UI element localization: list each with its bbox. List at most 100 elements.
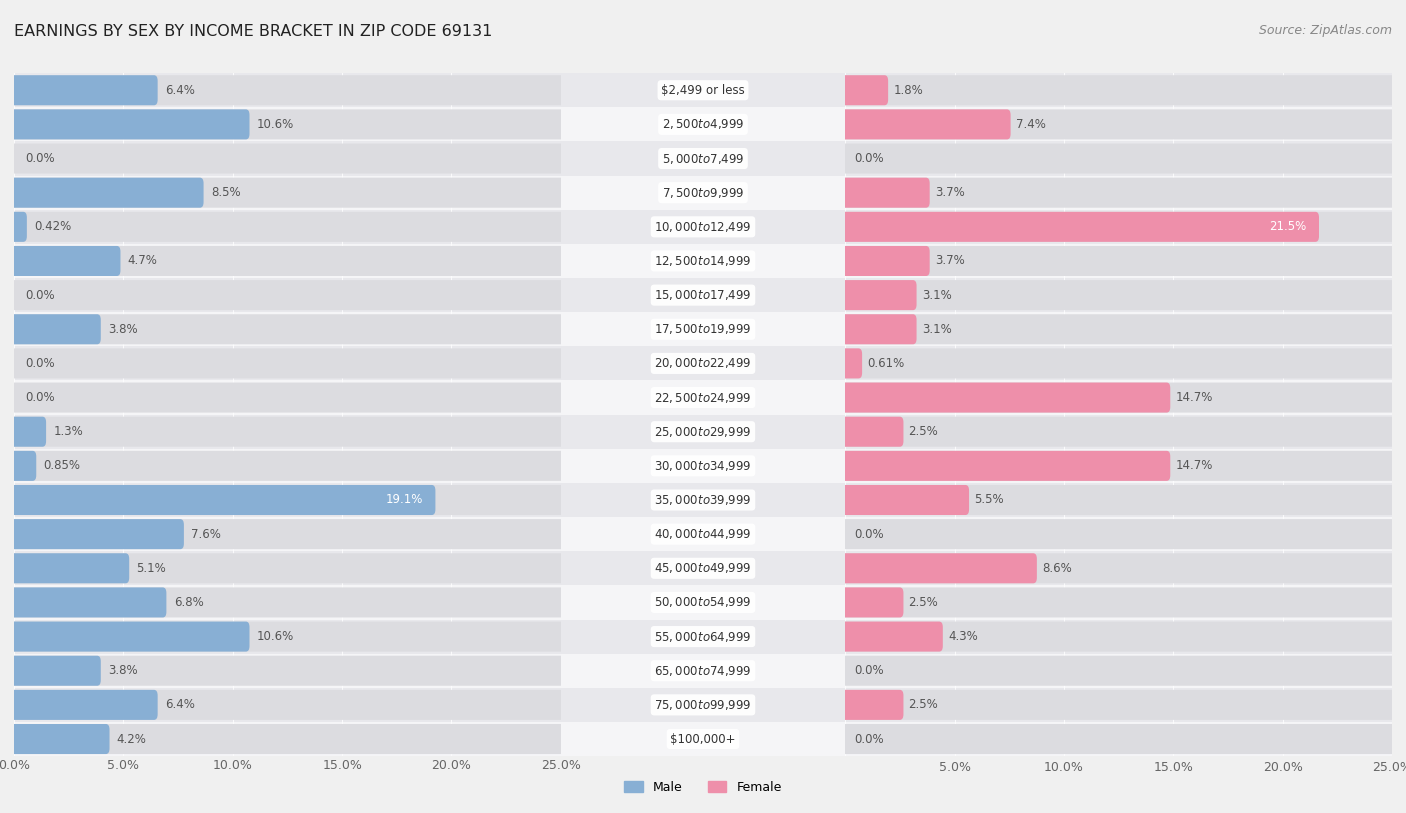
Bar <box>14 107 561 141</box>
Bar <box>561 415 845 449</box>
FancyBboxPatch shape <box>10 622 564 651</box>
Bar <box>14 551 561 585</box>
FancyBboxPatch shape <box>10 280 564 310</box>
FancyBboxPatch shape <box>10 178 204 207</box>
Text: $25,000 to $29,999: $25,000 to $29,999 <box>654 424 752 439</box>
Bar <box>845 380 1392 415</box>
Bar <box>845 176 1392 210</box>
Text: $45,000 to $49,999: $45,000 to $49,999 <box>654 561 752 576</box>
FancyBboxPatch shape <box>10 690 157 720</box>
Bar <box>14 517 561 551</box>
Bar <box>561 688 845 722</box>
FancyBboxPatch shape <box>842 690 904 720</box>
Bar <box>561 107 845 141</box>
FancyBboxPatch shape <box>10 417 564 446</box>
Bar <box>845 312 1392 346</box>
Text: 5.5%: 5.5% <box>974 493 1004 506</box>
Bar <box>14 73 561 107</box>
Text: $30,000 to $34,999: $30,000 to $34,999 <box>654 459 752 473</box>
Bar <box>845 722 1392 756</box>
Text: 4.3%: 4.3% <box>948 630 977 643</box>
FancyBboxPatch shape <box>10 212 27 241</box>
Text: 0.0%: 0.0% <box>853 733 883 746</box>
Bar <box>14 722 561 756</box>
Bar <box>845 73 1392 107</box>
Text: $20,000 to $22,499: $20,000 to $22,499 <box>654 356 752 371</box>
Bar <box>14 278 561 312</box>
FancyBboxPatch shape <box>842 656 1396 685</box>
Bar <box>845 585 1392 620</box>
FancyBboxPatch shape <box>842 144 1396 173</box>
Bar <box>845 688 1392 722</box>
Bar <box>561 449 845 483</box>
FancyBboxPatch shape <box>842 349 862 378</box>
Text: $2,499 or less: $2,499 or less <box>661 84 745 97</box>
FancyBboxPatch shape <box>10 588 166 617</box>
FancyBboxPatch shape <box>10 76 157 105</box>
Text: 2.5%: 2.5% <box>908 698 938 711</box>
FancyBboxPatch shape <box>10 212 564 241</box>
FancyBboxPatch shape <box>842 588 1396 617</box>
FancyBboxPatch shape <box>10 520 564 549</box>
Text: $75,000 to $99,999: $75,000 to $99,999 <box>654 698 752 712</box>
FancyBboxPatch shape <box>10 110 564 139</box>
Text: 8.6%: 8.6% <box>1042 562 1071 575</box>
FancyBboxPatch shape <box>10 554 129 583</box>
FancyBboxPatch shape <box>842 383 1170 412</box>
Text: 0.42%: 0.42% <box>34 220 72 233</box>
FancyBboxPatch shape <box>10 246 121 276</box>
FancyBboxPatch shape <box>10 656 564 685</box>
Bar <box>845 346 1392 380</box>
Text: 6.4%: 6.4% <box>165 698 195 711</box>
FancyBboxPatch shape <box>842 349 1396 378</box>
FancyBboxPatch shape <box>842 554 1396 583</box>
Text: $12,500 to $14,999: $12,500 to $14,999 <box>654 254 752 268</box>
Bar <box>561 654 845 688</box>
FancyBboxPatch shape <box>842 315 917 344</box>
Bar <box>561 210 845 244</box>
FancyBboxPatch shape <box>842 451 1396 480</box>
FancyBboxPatch shape <box>842 485 969 515</box>
Text: 0.0%: 0.0% <box>25 391 55 404</box>
FancyBboxPatch shape <box>842 622 943 651</box>
Text: $15,000 to $17,499: $15,000 to $17,499 <box>654 288 752 302</box>
Bar <box>14 312 561 346</box>
FancyBboxPatch shape <box>842 178 1396 207</box>
FancyBboxPatch shape <box>10 349 564 378</box>
Bar <box>14 483 561 517</box>
Bar <box>845 210 1392 244</box>
Bar <box>14 654 561 688</box>
FancyBboxPatch shape <box>842 417 1396 446</box>
FancyBboxPatch shape <box>10 144 564 173</box>
Bar <box>845 449 1392 483</box>
Text: 8.5%: 8.5% <box>211 186 240 199</box>
Text: 4.2%: 4.2% <box>117 733 146 746</box>
FancyBboxPatch shape <box>842 76 1396 105</box>
Text: 0.0%: 0.0% <box>853 528 883 541</box>
FancyBboxPatch shape <box>10 315 101 344</box>
Text: 3.1%: 3.1% <box>922 323 952 336</box>
Bar <box>14 449 561 483</box>
Text: 2.5%: 2.5% <box>908 425 938 438</box>
Bar <box>845 244 1392 278</box>
Bar <box>14 620 561 654</box>
Bar <box>14 380 561 415</box>
FancyBboxPatch shape <box>842 724 1396 754</box>
Legend: Male, Female: Male, Female <box>619 776 787 798</box>
Bar <box>561 278 845 312</box>
Text: $40,000 to $44,999: $40,000 to $44,999 <box>654 527 752 541</box>
Bar <box>14 176 561 210</box>
Text: $55,000 to $64,999: $55,000 to $64,999 <box>654 629 752 644</box>
FancyBboxPatch shape <box>10 451 564 480</box>
FancyBboxPatch shape <box>842 622 1396 651</box>
Text: $5,000 to $7,499: $5,000 to $7,499 <box>662 151 744 166</box>
Bar <box>561 620 845 654</box>
Text: 6.4%: 6.4% <box>165 84 195 97</box>
Text: 3.7%: 3.7% <box>935 254 965 267</box>
Bar <box>561 346 845 380</box>
Text: Source: ZipAtlas.com: Source: ZipAtlas.com <box>1258 24 1392 37</box>
FancyBboxPatch shape <box>842 520 1396 549</box>
Text: $10,000 to $12,499: $10,000 to $12,499 <box>654 220 752 234</box>
Bar <box>561 585 845 620</box>
Bar <box>845 517 1392 551</box>
